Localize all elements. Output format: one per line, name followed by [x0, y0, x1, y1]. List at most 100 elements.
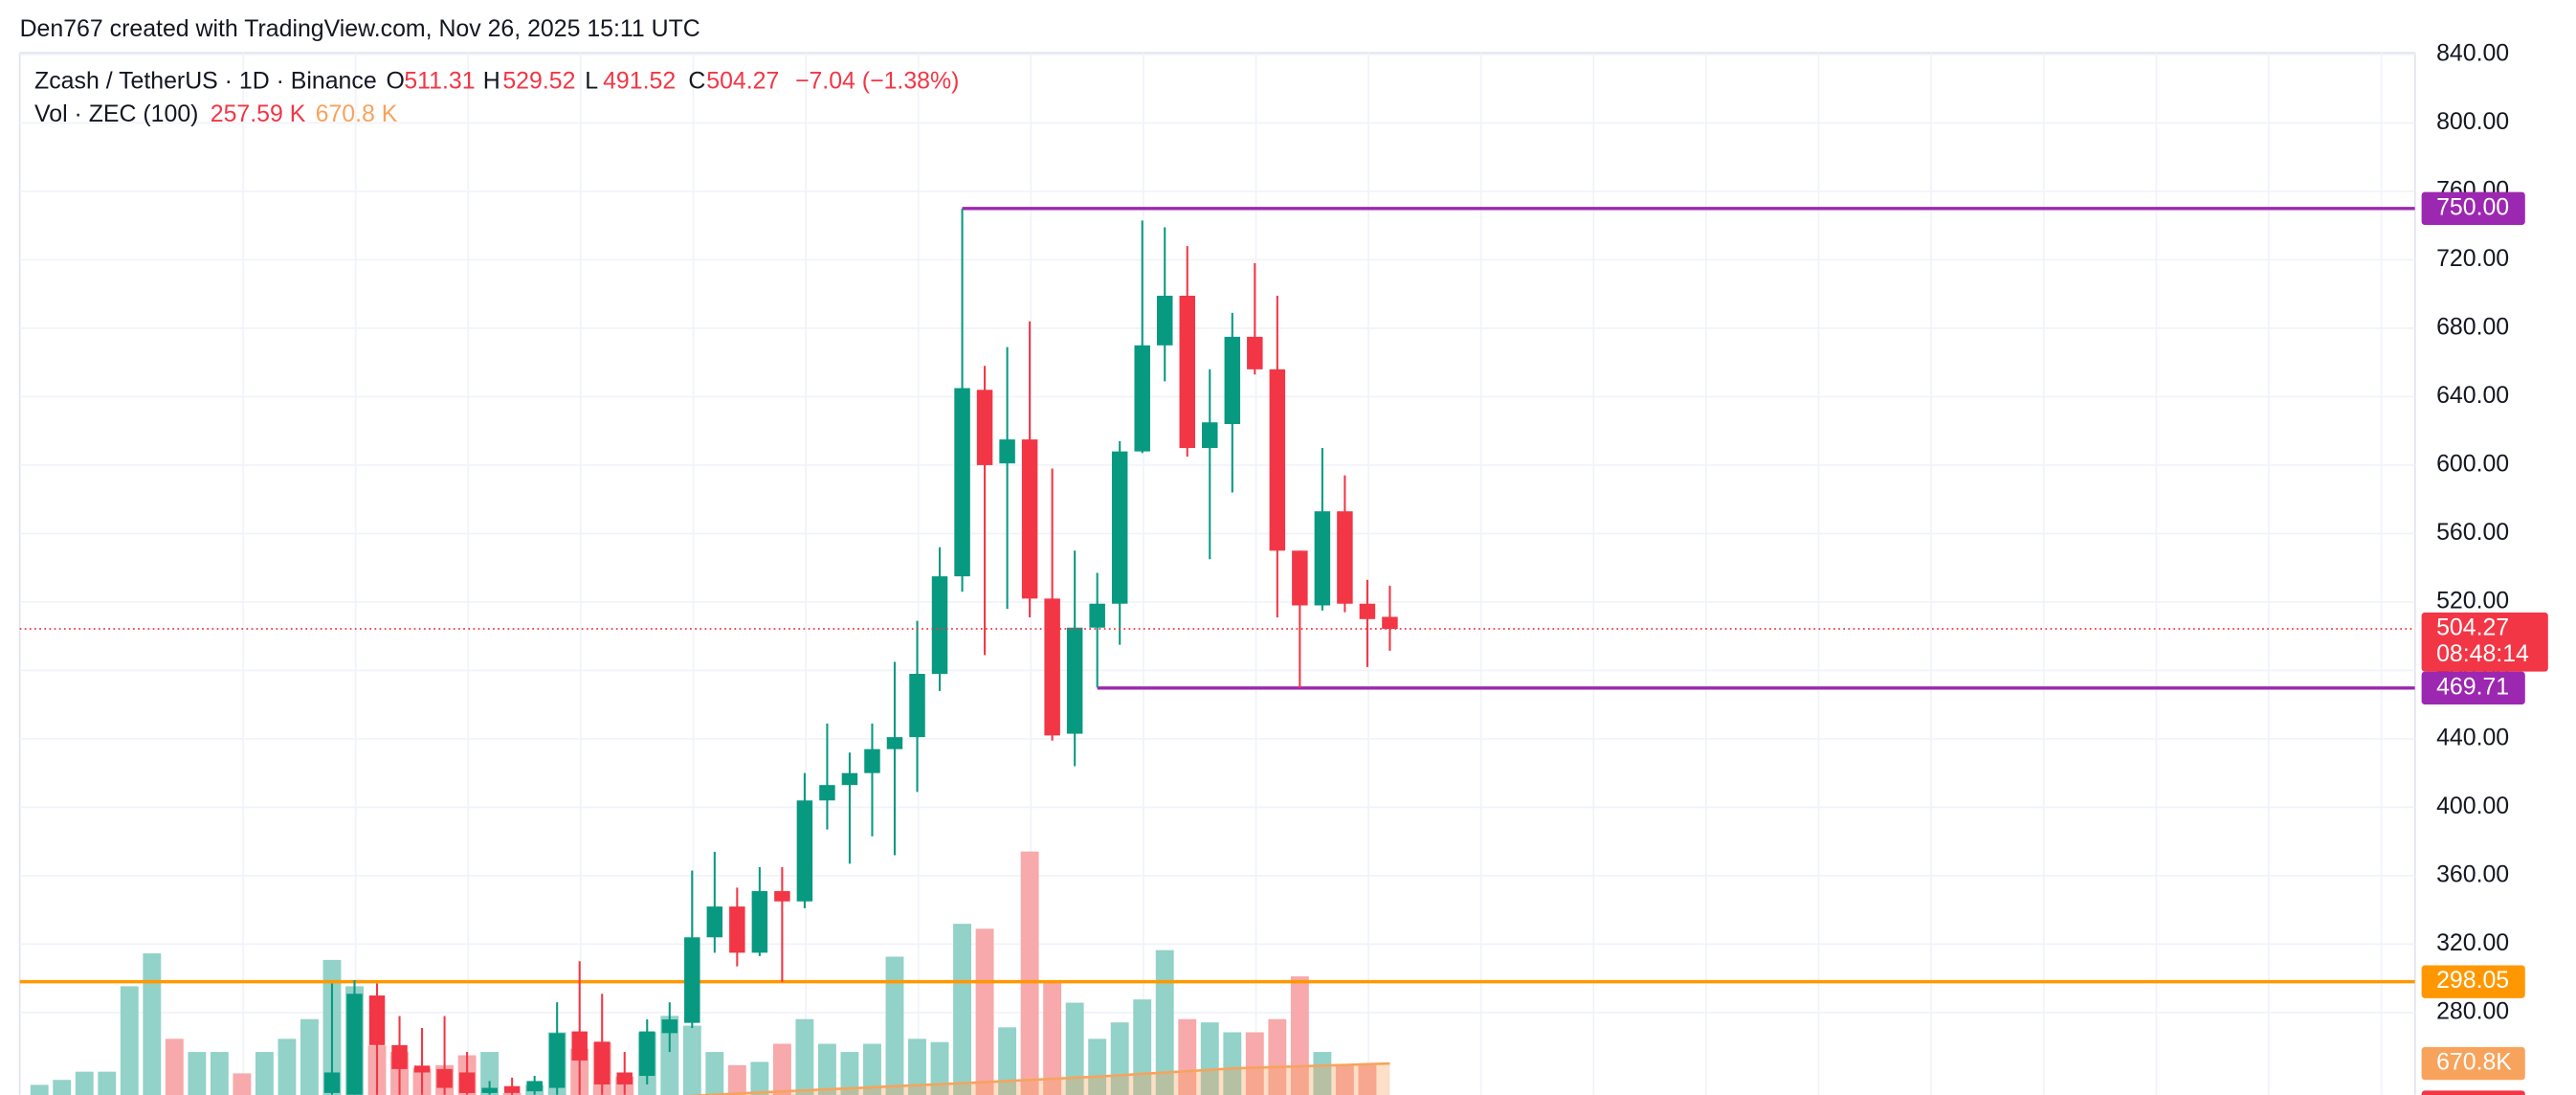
candle-body: [1044, 598, 1060, 736]
candle-body: [1021, 439, 1038, 599]
grid: [19, 53, 2415, 1095]
y-tick-label: 360.00: [2436, 860, 2509, 887]
candle-body: [323, 1072, 341, 1093]
candle-body: [1359, 603, 1376, 619]
volume-bar: [1223, 1032, 1242, 1095]
candle-body: [616, 1072, 633, 1084]
candle-body: [864, 749, 880, 773]
volume-bar: [1043, 981, 1062, 1095]
volume-bar: [1268, 1018, 1287, 1095]
volume-bar: [817, 1043, 836, 1095]
candle-body: [1066, 627, 1083, 734]
volume-bar: [975, 928, 994, 1095]
volume-bar: [795, 1018, 814, 1095]
volume-bar: [1200, 1022, 1219, 1095]
volume-bar: [143, 953, 162, 1095]
y-tick-label: 600.00: [2436, 451, 2509, 478]
candle-body: [368, 995, 386, 1045]
volume-bar: [255, 1052, 274, 1095]
volume-bar: [705, 1052, 724, 1095]
volume-bar: [30, 1084, 49, 1095]
candle-body: [346, 994, 363, 1095]
ohlc-value: 529.52: [502, 68, 575, 95]
ohlc-value: 491.52: [603, 68, 676, 95]
candle-body: [909, 673, 925, 738]
y-tick-label: 800.00: [2436, 108, 2509, 135]
volume-bar: [1088, 1039, 1107, 1095]
symbol: Zcash / TetherUS · 1D · Binance: [34, 68, 377, 95]
candle-body: [841, 772, 858, 786]
level-label-box: [2421, 965, 2525, 998]
candle-body: [571, 1031, 588, 1061]
candle-body: [639, 1031, 655, 1077]
candle-body: [413, 1065, 431, 1073]
y-tick-label: 560.00: [2436, 519, 2509, 546]
volume-bar: [863, 1043, 881, 1095]
candle-body: [886, 737, 903, 749]
volume-legend: 257.59 K: [211, 101, 306, 127]
y-tick-label: 400.00: [2436, 793, 2509, 819]
volume-bar: [233, 1073, 252, 1095]
candle-body: [526, 1081, 543, 1092]
ohlc-letter: O: [386, 68, 404, 95]
volume-bar: [908, 1039, 926, 1095]
candle-body: [819, 785, 835, 801]
volume-bar: [120, 986, 139, 1095]
candle-body: [1202, 422, 1218, 449]
volume-ma-label-box: [2421, 1046, 2525, 1081]
volume-bar: [1110, 1022, 1129, 1095]
volume-bar: [53, 1080, 72, 1095]
ohlc-letter: H: [483, 68, 500, 95]
level-label-box: [2421, 671, 2525, 704]
candle-body: [1247, 336, 1263, 369]
y-tick-label: 440.00: [2436, 724, 2509, 750]
candle-body: [548, 1033, 566, 1088]
candle-body: [661, 1019, 678, 1034]
volume-ma-label-text: 670.8K: [2436, 1049, 2512, 1076]
volume-bar: [98, 1071, 117, 1095]
volume-bar: [188, 1052, 207, 1095]
volume-bar: [772, 1043, 791, 1095]
countdown: 08:48:14: [2436, 640, 2529, 667]
volume-bar: [1178, 1018, 1197, 1095]
volume-bar: [1245, 1032, 1264, 1095]
ohlc-letter: L: [585, 68, 598, 95]
price-axis: 280.00320.00360.00400.00440.00480.00520.…: [2421, 40, 2548, 1095]
volume-bar: [660, 1016, 679, 1095]
last-price-text: 504.27: [2436, 615, 2509, 641]
volume-bar: [1133, 999, 1152, 1095]
candle-body: [729, 906, 745, 953]
candle-body: [999, 439, 1015, 464]
candle-body: [954, 388, 970, 577]
y-tick-label: 520.00: [2436, 588, 2509, 615]
candle-body: [774, 891, 790, 902]
volume-bar: [278, 1039, 297, 1095]
candle-body: [1089, 603, 1105, 628]
y-tick-label: 320.00: [2436, 929, 2509, 956]
volume-bar: [885, 956, 904, 1095]
candle-body: [391, 1044, 408, 1069]
ohlc-value: 504.27: [706, 68, 779, 95]
candle-body: [436, 1068, 453, 1088]
change: −7.04 (−1.38%): [795, 68, 959, 95]
volume-bar: [1065, 1002, 1084, 1095]
candle-body: [706, 906, 723, 938]
level-label-text: 469.71: [2436, 673, 2509, 700]
candle-body: [458, 1072, 476, 1093]
candle-body: [1179, 295, 1195, 449]
volume-ma-line: [682, 1061, 1390, 1095]
volume-label-text: 257.59K: [2436, 1092, 2525, 1095]
y-tick-label: 280.00: [2436, 997, 2509, 1024]
volume-bar: [840, 1052, 859, 1095]
ohlc-value: 511.31: [404, 68, 475, 95]
volume-bar: [480, 1052, 500, 1095]
volume-bar: [165, 1039, 184, 1095]
price-pane: [19, 207, 2415, 1095]
candle-body: [1224, 336, 1241, 425]
y-tick-label: 680.00: [2436, 314, 2509, 341]
candle-body: [1292, 550, 1308, 606]
y-tick-label: 840.00: [2436, 40, 2509, 67]
volume-bar: [1335, 1064, 1354, 1095]
y-tick-label: 640.00: [2436, 382, 2509, 409]
